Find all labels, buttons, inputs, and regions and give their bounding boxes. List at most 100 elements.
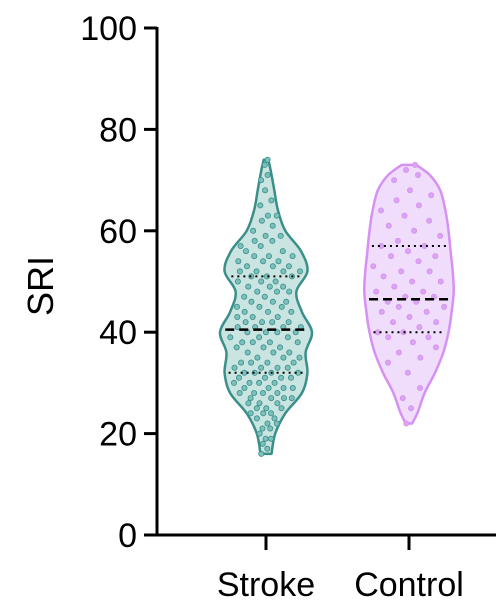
data-point (287, 374, 294, 381)
data-point (251, 389, 258, 396)
data-point (269, 222, 276, 229)
data-point (280, 384, 287, 391)
data-point (256, 430, 263, 437)
data-point (261, 374, 268, 381)
data-point (264, 212, 271, 219)
data-point (268, 197, 275, 204)
data-point (261, 161, 268, 168)
data-point (395, 303, 402, 310)
y-tick-label: 100 (80, 10, 137, 48)
data-point (406, 187, 413, 194)
data-point (257, 202, 264, 209)
data-point (411, 227, 418, 234)
data-point (264, 308, 271, 315)
data-point (259, 440, 266, 447)
y-tick-label: 80 (99, 111, 137, 149)
data-point (412, 161, 419, 168)
data-point (406, 313, 413, 320)
data-point (420, 288, 427, 295)
data-point (385, 222, 392, 229)
data-point (280, 283, 287, 290)
data-point (227, 334, 234, 341)
data-point (276, 344, 283, 351)
data-point (269, 237, 276, 244)
data-point (243, 263, 250, 270)
data-point (279, 248, 286, 255)
data-point (391, 177, 398, 184)
data-point (278, 374, 285, 381)
data-point (260, 258, 267, 265)
data-point (267, 425, 274, 432)
data-point (384, 359, 391, 366)
data-point (256, 400, 263, 407)
data-point (393, 197, 400, 204)
data-point (254, 354, 261, 361)
data-point (399, 395, 406, 402)
data-point (370, 263, 377, 270)
data-point (433, 319, 440, 326)
y-axis-title: SRI (20, 256, 61, 316)
data-point (249, 313, 256, 320)
data-point (273, 212, 280, 219)
data-point (247, 395, 254, 402)
data-point (259, 389, 266, 396)
data-point (284, 334, 291, 341)
data-point (426, 268, 433, 275)
data-point (441, 303, 448, 310)
data-point (267, 410, 274, 417)
data-point (253, 415, 260, 422)
data-point (296, 354, 303, 361)
data-point (258, 319, 265, 326)
data-point (278, 405, 285, 412)
data-point (258, 364, 265, 371)
data-point (233, 344, 240, 351)
data-point (261, 293, 268, 300)
data-point (398, 268, 405, 275)
data-point (235, 374, 242, 381)
data-point (235, 258, 242, 265)
data-point (264, 420, 271, 427)
data-point (248, 298, 255, 305)
data-point (432, 253, 439, 260)
x-tick-label-control: Control (354, 566, 464, 604)
data-point (262, 232, 269, 239)
data-point (244, 349, 251, 356)
data-point (258, 177, 265, 184)
data-point (253, 405, 260, 412)
data-point (269, 319, 276, 326)
data-point (262, 329, 269, 336)
data-point (278, 303, 285, 310)
data-point (437, 278, 444, 285)
data-point (377, 207, 384, 214)
violin-control (363, 163, 455, 425)
data-point (260, 344, 267, 351)
data-point (404, 248, 411, 255)
data-point (230, 379, 237, 386)
data-point (263, 273, 270, 280)
data-point (258, 278, 265, 285)
data-point (296, 268, 303, 275)
data-point (391, 283, 398, 290)
data-point (267, 435, 274, 442)
data-point (373, 288, 380, 295)
data-point (432, 344, 439, 351)
violin-stroke (218, 158, 314, 456)
data-point (251, 253, 258, 260)
data-point (294, 339, 301, 346)
data-point (426, 217, 433, 224)
data-point (404, 369, 411, 376)
data-point (415, 202, 422, 209)
data-point (269, 298, 276, 305)
data-point (274, 400, 281, 407)
data-point (288, 308, 295, 315)
data-point (262, 187, 269, 194)
data-point (284, 364, 291, 371)
data-point (234, 278, 241, 285)
data-point (238, 359, 245, 366)
data-point (402, 166, 409, 173)
data-point (251, 237, 258, 244)
data-point (241, 384, 248, 391)
data-point (266, 283, 273, 290)
data-point (378, 308, 385, 315)
